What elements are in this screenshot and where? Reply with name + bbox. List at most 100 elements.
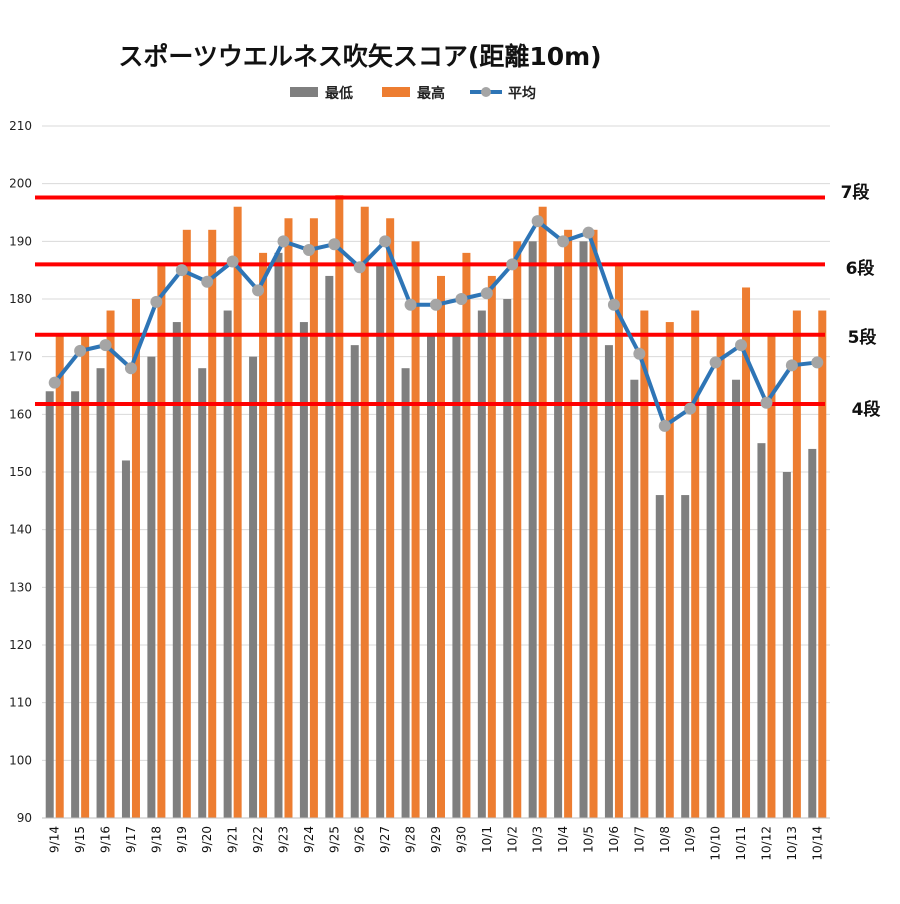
legend-label-min: 最低 <box>325 85 353 102</box>
y-tick-label: 190 <box>9 234 32 248</box>
average-point <box>48 376 61 389</box>
average-point <box>379 235 392 248</box>
legend-label-max: 最高 <box>417 85 445 102</box>
average-point <box>74 344 87 357</box>
average-point <box>328 238 341 251</box>
x-tick-label: 9/23 <box>276 826 290 853</box>
average-point <box>353 261 366 274</box>
x-tick-label: 10/5 <box>582 826 596 853</box>
x-tick-label: 9/26 <box>353 826 367 853</box>
reference-line-label: 7段 <box>841 182 870 203</box>
bar-min <box>706 402 715 818</box>
average-point <box>658 419 671 432</box>
x-tick-label: 9/20 <box>200 826 214 853</box>
bar-min <box>579 241 588 819</box>
bar-max <box>716 333 725 818</box>
bar-min <box>808 448 817 818</box>
legend-swatch-avg-marker <box>481 87 491 97</box>
x-tick-label: 10/14 <box>810 826 824 861</box>
x-tick-label: 9/16 <box>99 826 113 853</box>
bar-min <box>147 356 156 818</box>
bar-max <box>259 252 268 818</box>
average-point <box>785 359 798 372</box>
y-tick-label: 130 <box>9 580 32 594</box>
average-point <box>709 356 722 369</box>
average-point <box>506 258 519 271</box>
x-tick-label: 10/4 <box>556 826 570 853</box>
bar-max <box>564 229 573 819</box>
bar-max <box>538 206 547 818</box>
reference-line-label: 6段 <box>846 258 875 279</box>
y-tick-label: 180 <box>9 292 32 306</box>
bar-max <box>182 229 191 819</box>
bar-min <box>71 391 80 818</box>
bar-max <box>437 275 445 818</box>
average-point <box>582 226 595 239</box>
average-point <box>557 235 570 248</box>
reference-line-label: 5段 <box>848 327 877 348</box>
bar-max <box>487 275 496 818</box>
average-point <box>430 298 442 311</box>
x-tick-label: 10/2 <box>505 826 519 853</box>
bar-max <box>157 264 166 818</box>
bar-min <box>681 495 690 818</box>
legend-label-avg: 平均 <box>508 85 536 102</box>
average-line-layer <box>48 215 824 432</box>
average-point <box>684 402 697 415</box>
bar-min <box>782 472 791 818</box>
x-tick-label: 9/30 <box>454 826 468 853</box>
bar-max <box>309 218 318 818</box>
bar-min <box>427 333 435 818</box>
x-tick-label: 9/14 <box>48 826 62 853</box>
x-tick-label: 10/7 <box>632 826 646 853</box>
x-tick-label: 10/10 <box>709 826 723 861</box>
y-tick-label: 90 <box>17 811 32 825</box>
bar-min <box>223 310 232 818</box>
legend: 最低 最高 平均 <box>290 85 536 102</box>
y-tick-label: 160 <box>9 407 32 421</box>
bar-min <box>172 322 181 818</box>
legend-swatch-min <box>290 87 318 97</box>
bar-max <box>208 229 217 819</box>
bar-min <box>503 299 512 818</box>
average-point <box>633 347 646 360</box>
bar-min <box>630 379 639 818</box>
bar-max <box>640 310 649 818</box>
bar-min <box>554 264 563 818</box>
x-tick-label: 10/1 <box>480 826 494 853</box>
bar-max <box>233 206 242 818</box>
average-point <box>735 339 748 352</box>
bar-min <box>274 252 283 818</box>
bar-max <box>106 310 115 818</box>
bar-max <box>335 195 344 818</box>
bar-max <box>462 252 471 818</box>
bar-max <box>131 299 140 818</box>
bar-min <box>96 368 105 818</box>
average-point <box>226 255 239 268</box>
y-tick-label: 170 <box>9 350 32 364</box>
bar-max <box>818 310 827 818</box>
bar-min <box>249 356 258 818</box>
average-point <box>201 275 214 288</box>
bar-min <box>528 241 537 819</box>
bar-min <box>198 368 207 818</box>
bar-min <box>45 391 54 818</box>
bar-max <box>742 287 751 818</box>
bar-min <box>452 333 461 818</box>
bars-layer <box>45 195 827 819</box>
bar-min <box>121 460 130 818</box>
axis-layer: 90 100 110 120 130 140 150 160 170 180 190 200 210 9/… <box>9 119 830 861</box>
y-tick-label: 210 <box>9 119 32 133</box>
y-tick-label: 200 <box>9 177 32 191</box>
x-tick-label: 9/18 <box>149 826 163 853</box>
bar-max <box>691 310 700 818</box>
bar-max <box>767 333 776 818</box>
bar-min <box>477 310 486 818</box>
average-point <box>607 298 620 311</box>
bar-max <box>81 333 90 818</box>
reference-line-label: 4段 <box>852 399 881 420</box>
bar-min <box>376 264 385 818</box>
x-tick-label: 10/12 <box>759 826 773 861</box>
bar-max <box>411 241 420 819</box>
